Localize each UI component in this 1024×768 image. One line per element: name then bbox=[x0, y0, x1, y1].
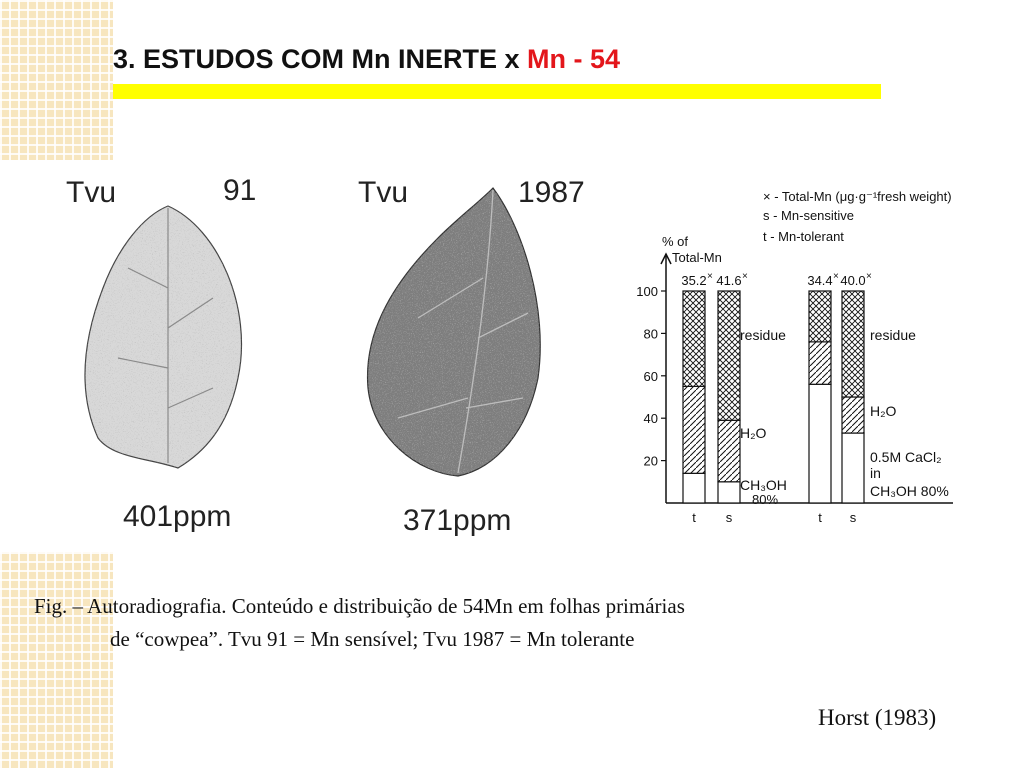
bar-segment bbox=[717, 419, 741, 483]
bar-segment bbox=[682, 290, 706, 388]
label-ch3oh-left-pct: 80% bbox=[752, 492, 778, 507]
total-marker: × bbox=[866, 271, 872, 282]
leaf2-number: 1987 bbox=[518, 176, 585, 209]
total-marker: × bbox=[742, 271, 748, 282]
slide-title: 3. ESTUDOS COM Mn INERTE x Mn - 54 bbox=[113, 44, 620, 75]
leaf2-veins bbox=[397, 189, 529, 474]
label-cacl2-right: 0.5M CaCl₂ bbox=[870, 449, 942, 465]
total-marker: × bbox=[707, 271, 713, 282]
y-tick-label: 80 bbox=[644, 326, 658, 341]
y-tick-label: 100 bbox=[636, 284, 658, 299]
bar-segment bbox=[841, 432, 865, 504]
x-tick-label: s bbox=[850, 510, 857, 525]
label-ch3oh-left: CH₃OH bbox=[740, 477, 787, 493]
leaf2-speckle bbox=[367, 188, 541, 476]
x-tick-label: t bbox=[818, 510, 822, 525]
mn-fraction-chart: × - Total-Mn (μg·g⁻¹fresh weight) s - Mn… bbox=[636, 189, 953, 525]
decorative-grid-top bbox=[0, 0, 113, 160]
figure-panel: Tvu 91 401ppm Tvu 1987 371ppm × - Total-… bbox=[18, 168, 1008, 550]
y-axis-label-line1: % of bbox=[662, 234, 688, 249]
label-ch3oh-right: CH₃OH 80% bbox=[870, 483, 949, 499]
leaf1-number: 91 bbox=[223, 174, 256, 207]
leaf1-name: Tvu bbox=[66, 176, 116, 209]
bar-segment bbox=[808, 290, 832, 343]
title-main: 3. ESTUDOS COM Mn INERTE x bbox=[113, 44, 528, 74]
title-underline-bar bbox=[113, 84, 881, 99]
leaf-tvu91-panel: Tvu 91 401ppm bbox=[66, 174, 256, 533]
caption-line1: Fig. – Autoradiografia. Conteúdo e distr… bbox=[34, 594, 685, 618]
total-label: 40.0 bbox=[840, 273, 865, 288]
total-label: 35.2 bbox=[681, 273, 706, 288]
total-label: 34.4 bbox=[807, 273, 832, 288]
total-marker: × bbox=[833, 271, 839, 282]
leaf-tvu1987-panel: Tvu 1987 371ppm bbox=[358, 176, 585, 537]
x-tick-label: t bbox=[692, 510, 696, 525]
label-residue-right: residue bbox=[870, 327, 916, 343]
y-tick-label: 60 bbox=[644, 369, 658, 384]
reference-citation: Horst (1983) bbox=[818, 705, 937, 730]
total-labels: 35.2 × 41.6 × 34.4 × 40.0 × bbox=[681, 271, 872, 288]
bar-segment bbox=[682, 385, 706, 474]
leaf2-ppm: 371ppm bbox=[403, 504, 511, 537]
decorative-grid-bottom bbox=[0, 552, 113, 768]
label-h2o-right: H₂O bbox=[870, 403, 897, 419]
y-ticks: 20 40 60 80 100 bbox=[636, 284, 666, 469]
bar-segment bbox=[808, 383, 832, 504]
y-tick-label: 20 bbox=[644, 454, 658, 469]
total-label: 41.6 bbox=[716, 273, 741, 288]
figure-caption: Fig. – Autoradiografia. Conteúdo e distr… bbox=[34, 590, 994, 656]
title-accent: Mn - 54 bbox=[527, 44, 621, 74]
legend-total-mn: × - Total-Mn (μg·g⁻¹fresh weight) bbox=[763, 189, 952, 204]
figure-svg: Tvu 91 401ppm Tvu 1987 371ppm × - Total-… bbox=[66, 174, 953, 537]
bar-segment bbox=[841, 396, 865, 434]
bar-segment bbox=[841, 290, 865, 398]
bar-segment bbox=[717, 481, 741, 504]
bar-segment bbox=[682, 472, 706, 504]
bar-segment bbox=[717, 290, 741, 421]
bars bbox=[682, 290, 865, 504]
y-axis-arrow bbox=[660, 252, 672, 265]
label-in-right: in bbox=[870, 465, 881, 481]
label-h2o-left: H₂O bbox=[740, 425, 767, 441]
legend-tolerant: t - Mn-tolerant bbox=[763, 229, 844, 244]
label-residue-left: residue bbox=[740, 327, 786, 343]
x-tick-label: s bbox=[726, 510, 733, 525]
legend-sensitive: s - Mn-sensitive bbox=[763, 208, 854, 223]
leaf2-name: Tvu bbox=[358, 176, 408, 209]
bar-segment bbox=[808, 341, 832, 385]
caption-line2: de “cowpea”. Tvu 91 = Mn sensível; Tvu 1… bbox=[110, 627, 635, 651]
leaf1-veins bbox=[117, 208, 214, 463]
y-tick-label: 40 bbox=[644, 411, 658, 426]
y-axis-label-line2: Total-Mn bbox=[672, 250, 722, 265]
leaf1-ppm: 401ppm bbox=[123, 500, 231, 533]
